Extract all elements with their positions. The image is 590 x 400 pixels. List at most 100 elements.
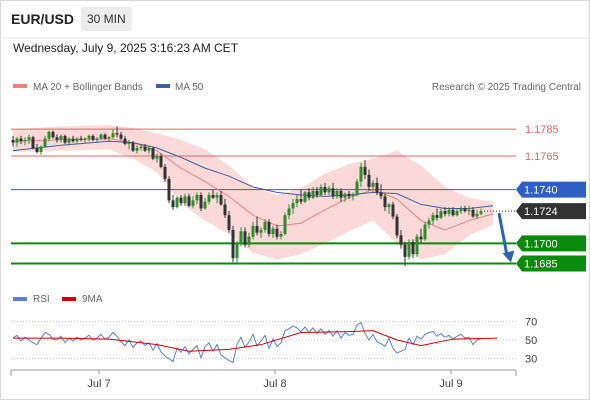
candle xyxy=(79,135,83,142)
candle-body xyxy=(231,229,235,259)
candle-body xyxy=(403,244,407,257)
bollinger-band-area xyxy=(13,125,493,260)
candle-body xyxy=(39,146,43,153)
candle-body xyxy=(143,146,147,151)
candle xyxy=(187,193,191,208)
candle xyxy=(11,135,15,147)
candle-body xyxy=(371,182,375,187)
candle xyxy=(15,137,19,147)
candle xyxy=(443,207,447,217)
candle-body xyxy=(147,147,151,151)
candle xyxy=(119,131,123,140)
candle-body xyxy=(79,138,83,140)
candle-body xyxy=(343,193,347,198)
candle-body xyxy=(327,188,331,193)
legend-swatch-9ma xyxy=(62,297,76,301)
candle-body xyxy=(11,139,15,143)
candle xyxy=(207,192,211,205)
candle-body xyxy=(219,195,223,205)
candle-body xyxy=(359,166,363,182)
legend-swatch-rsi xyxy=(13,297,27,301)
candle xyxy=(279,231,283,240)
candle-body xyxy=(419,236,423,240)
candle xyxy=(423,221,427,241)
x-axis-ticks: Jul 7 Jul 8 Jul 9 xyxy=(87,370,463,390)
candle-body xyxy=(43,138,47,147)
candle-body xyxy=(295,199,299,204)
candle xyxy=(107,135,111,142)
level-tag-1.1700 xyxy=(516,235,586,252)
candle-body xyxy=(447,209,451,214)
candle xyxy=(323,182,327,196)
candle xyxy=(303,190,307,204)
candle xyxy=(299,189,303,205)
candle-body xyxy=(251,225,255,237)
candle-body xyxy=(267,221,271,234)
candle-body xyxy=(291,203,295,209)
candle xyxy=(223,199,227,218)
legend-swatch-ma20 xyxy=(13,84,27,88)
timeframe-badge[interactable]: 30 MIN xyxy=(81,7,132,31)
candle-body xyxy=(307,192,311,198)
candle xyxy=(383,193,387,212)
candle-body xyxy=(151,147,155,159)
candle-body xyxy=(27,137,31,140)
candle xyxy=(163,164,167,182)
candle-body xyxy=(303,192,307,202)
candle xyxy=(331,182,335,200)
candle-body xyxy=(479,211,483,214)
bollinger-band-layer xyxy=(13,125,493,260)
candle-body xyxy=(55,137,59,140)
candle xyxy=(71,135,75,143)
candle xyxy=(215,192,219,204)
candle-body xyxy=(31,137,35,148)
candle xyxy=(75,137,79,144)
candle xyxy=(275,224,279,240)
candle xyxy=(167,176,171,204)
candle-body xyxy=(451,209,455,216)
candle xyxy=(143,143,147,153)
candle xyxy=(91,134,95,142)
candle xyxy=(123,135,127,146)
candle xyxy=(251,221,255,240)
candle xyxy=(399,229,403,249)
x-tick-label: Jul 9 xyxy=(439,378,462,390)
candle xyxy=(307,188,311,201)
candle-body xyxy=(167,178,171,201)
rsi-tick-30: 30 xyxy=(525,354,537,366)
candle-body xyxy=(19,138,23,142)
candle-body xyxy=(259,229,263,233)
candle xyxy=(171,195,175,210)
candle xyxy=(31,135,35,150)
candle xyxy=(339,188,343,202)
candle xyxy=(455,208,459,217)
candle xyxy=(355,178,359,197)
legend-rsi-label: RSI xyxy=(33,294,50,305)
candle-body xyxy=(263,221,267,230)
candle-body xyxy=(423,224,427,240)
candle-body xyxy=(171,200,175,208)
candle xyxy=(175,196,179,209)
rsi-lines-layer xyxy=(12,321,498,364)
candle xyxy=(259,227,263,239)
candle-body xyxy=(387,204,391,208)
candle-body xyxy=(415,236,419,255)
legend-9ma-label: 9MA xyxy=(82,294,103,305)
candle-body xyxy=(199,195,203,209)
candle xyxy=(327,185,331,196)
candle-body xyxy=(411,242,415,255)
candle xyxy=(471,207,475,218)
candle-body xyxy=(275,228,279,237)
candle xyxy=(203,197,207,210)
candle xyxy=(139,143,143,151)
rsi-line xyxy=(12,321,482,364)
candle-body xyxy=(75,138,79,142)
candle-body xyxy=(155,156,159,159)
rsi-grid: 70 50 30 xyxy=(11,316,537,366)
candle xyxy=(103,133,107,140)
candle-body xyxy=(207,195,211,202)
candle-body xyxy=(383,196,387,208)
candle-body xyxy=(391,204,395,217)
candle-body xyxy=(331,188,335,197)
candle-body xyxy=(355,181,359,196)
